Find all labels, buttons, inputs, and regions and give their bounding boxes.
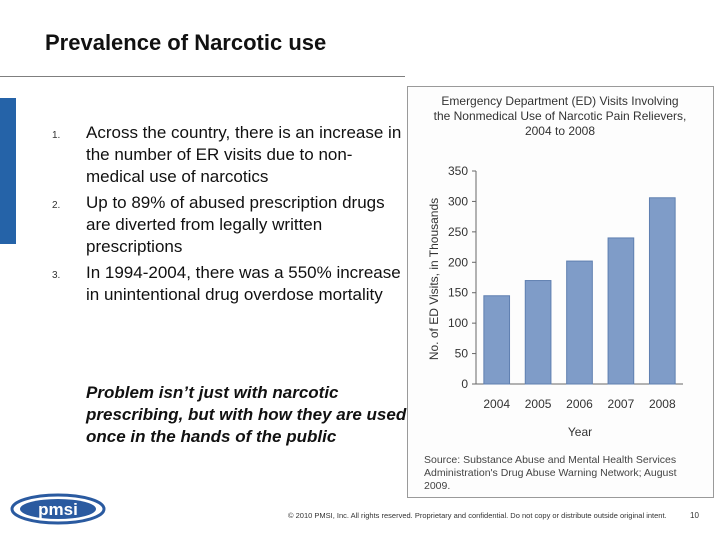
logo-text: pmsi [38, 500, 78, 519]
x-tick-label: 2008 [649, 397, 676, 411]
pmsi-logo: pmsi [10, 493, 106, 525]
y-tick-label: 0 [461, 377, 468, 391]
bar-2005 [524, 280, 552, 385]
bullet-number: 3. [52, 270, 61, 281]
emphasis-statement: Problem isn’t just with narcotic prescri… [86, 383, 407, 446]
chart-title-line-1: Emergency Department (ED) Visits Involvi… [441, 94, 678, 108]
slide-title: Prevalence of Narcotic use [45, 30, 327, 55]
bullet-number: 1. [52, 130, 61, 141]
ed-visits-bar-chart: Emergency Department (ED) Visits Involvi… [427, 94, 687, 439]
bullet-text: Across the country, there is an increase… [86, 123, 402, 186]
page-number: 10 [690, 511, 699, 520]
y-tick-label: 50 [455, 347, 469, 361]
y-axis-label: No. of ED Visits, in Thousands [427, 198, 441, 360]
bullet-number: 2. [52, 200, 61, 211]
x-tick-label: 2006 [566, 397, 593, 411]
bar-2006 [566, 260, 593, 385]
list-item: 2. Up to 89% of abused prescription drug… [52, 192, 402, 258]
chart-source: Source: Substance Abuse and Mental Healt… [424, 454, 677, 492]
x-tick-label: 2004 [483, 397, 510, 411]
bar-2004 [483, 295, 511, 385]
chart-panel: Emergency Department (ED) Visits Involvi… [407, 86, 714, 498]
list-item: 1. Across the country, there is an incre… [52, 122, 402, 188]
bullet-text: Up to 89% of abused prescription drugs a… [86, 193, 385, 256]
x-tick-label: 2005 [525, 397, 552, 411]
x-tick-label: 2007 [608, 397, 635, 411]
title-underline [0, 76, 405, 77]
x-axis-label: Year [568, 425, 592, 439]
y-tick-label: 200 [448, 255, 468, 269]
y-tick-label: 250 [448, 225, 468, 239]
y-tick-label: 300 [448, 194, 468, 208]
y-tick-label: 350 [448, 164, 468, 178]
list-item: 3. In 1994-2004, there was a 550% increa… [52, 262, 402, 306]
chart-title-line-3: 2004 to 2008 [525, 124, 595, 138]
copyright-notice: © 2010 PMSI, Inc. All rights reserved. P… [288, 511, 667, 520]
y-tick-label: 100 [448, 316, 468, 330]
bar-2007 [607, 237, 635, 385]
bar-2008 [648, 197, 676, 385]
chart-title-line-2: the Nonmedical Use of Narcotic Pain Reli… [434, 109, 687, 123]
y-tick-label: 150 [448, 286, 468, 300]
accent-bar [0, 98, 16, 244]
bullet-text: In 1994-2004, there was a 550% increase … [86, 263, 401, 304]
bullet-list: 1. Across the country, there is an incre… [52, 122, 402, 310]
